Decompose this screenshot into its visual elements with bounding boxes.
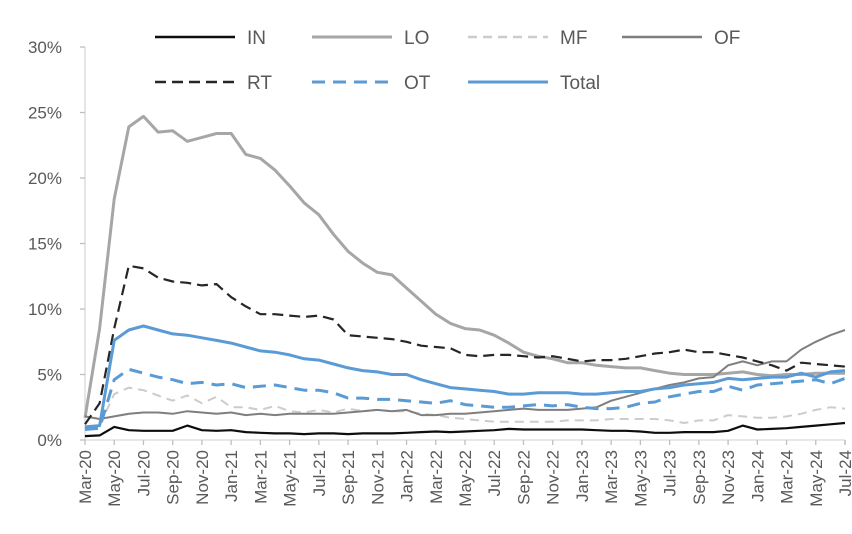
legend-item-Total: Total [468,73,600,94]
y-tick-label: 5% [37,366,62,385]
x-tick-label: Sep-23 [690,450,709,505]
legend-item-MF: MF [468,28,587,49]
x-tick-label: Nov-23 [719,450,738,505]
series-line-OF [84,329,846,420]
x-tick-label: May-24 [807,450,826,507]
legend-item-OT: OT [312,73,431,94]
legend-label-MF: MF [560,28,587,49]
legend-label-RT: RT [247,73,272,94]
x-tick-label: Mar-22 [427,450,446,504]
x-tick-label: May-20 [105,450,124,507]
legend-item-IN: IN [155,28,266,49]
legend-item-OF: OF [622,28,740,49]
x-tick-label: Jul-22 [485,450,504,496]
y-tick-label: 0% [37,431,62,450]
x-tick-label: Nov-22 [544,450,563,505]
x-tick-label: May-22 [456,450,475,507]
x-tick-label: Jan-23 [573,450,592,502]
x-tick-label: Jul-20 [134,450,153,496]
series-line-Total [84,324,846,429]
legend-label-OT: OT [404,73,431,94]
legend-label-IN: IN [247,28,266,49]
y-tick-label: 20% [28,169,62,188]
x-tick-label: Jan-21 [222,450,241,502]
x-tick-label: Mar-20 [76,450,95,504]
series-line-IN [84,421,846,438]
y-tick-label: 30% [28,38,62,57]
legend-item-LO: LO [312,28,429,49]
y-tick-label: 10% [28,300,62,319]
legend-label-Total: Total [560,73,600,94]
x-tick-label: Jul-23 [661,450,680,496]
x-tick-label: Jan-22 [398,450,417,502]
legend-label-LO: LO [404,28,429,49]
y-tick-label: 25% [28,104,62,123]
x-tick-label: Nov-21 [368,450,387,505]
x-tick-label: Jul-24 [836,450,852,496]
series-line-LO [83,114,845,418]
series-line-MF [84,386,846,430]
x-tick-label: Mar-24 [778,450,797,504]
x-tick-label: Sep-22 [514,450,533,505]
x-tick-label: Jan-24 [748,450,767,502]
x-tick-label: Mar-21 [251,450,270,504]
x-tick-label: Sep-21 [339,450,358,505]
series-line-OT [84,367,846,431]
x-tick-label: Jul-21 [310,450,329,496]
y-tick-label: 15% [28,235,62,254]
series-line-RT [84,264,846,425]
legend-label-OF: OF [714,28,740,49]
x-tick-label: Mar-23 [602,450,621,504]
x-tick-label: May-21 [281,450,300,507]
x-tick-label: May-23 [631,450,650,507]
x-tick-label: Nov-20 [193,450,212,505]
legend-item-RT: RT [155,73,272,94]
x-tick-label: Sep-20 [164,450,183,505]
